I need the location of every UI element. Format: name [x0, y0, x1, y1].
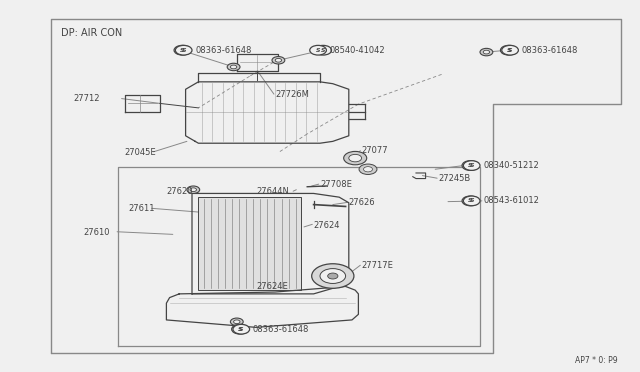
Text: 08363-61648: 08363-61648 [522, 46, 578, 55]
Circle shape [312, 264, 354, 288]
Circle shape [230, 318, 243, 326]
Text: 08340-51212: 08340-51212 [483, 161, 539, 170]
Text: S: S [468, 163, 473, 168]
Circle shape [310, 45, 326, 55]
Text: S: S [468, 198, 473, 203]
Text: 08543-61012: 08543-61012 [483, 196, 539, 205]
Text: DP: AIR CON: DP: AIR CON [61, 29, 122, 38]
Circle shape [275, 58, 282, 62]
Circle shape [230, 65, 237, 69]
Circle shape [463, 196, 480, 206]
Text: 08363-61648: 08363-61648 [253, 325, 309, 334]
Circle shape [502, 45, 518, 55]
Text: 27626: 27626 [349, 198, 376, 207]
Circle shape [232, 324, 248, 334]
Text: S: S [508, 48, 513, 53]
Text: 27717E: 27717E [362, 262, 394, 270]
Circle shape [187, 186, 200, 193]
Circle shape [175, 45, 192, 55]
Circle shape [500, 45, 517, 55]
Text: 27045E: 27045E [125, 148, 156, 157]
Circle shape [480, 48, 493, 56]
Text: 27712: 27712 [74, 94, 100, 103]
Text: S: S [469, 163, 474, 168]
Circle shape [233, 324, 250, 334]
Circle shape [344, 151, 367, 165]
Circle shape [315, 45, 332, 55]
Circle shape [359, 164, 377, 174]
Circle shape [272, 57, 285, 64]
Text: 27726M: 27726M [275, 90, 309, 99]
Text: 27644N: 27644N [256, 187, 289, 196]
Text: 27624: 27624 [314, 221, 340, 230]
Text: S: S [321, 48, 326, 53]
Circle shape [234, 320, 240, 324]
Text: S: S [316, 48, 321, 53]
Circle shape [227, 63, 240, 71]
Text: 08363-61648: 08363-61648 [195, 46, 252, 55]
Text: S: S [469, 198, 474, 203]
Circle shape [483, 50, 490, 54]
Circle shape [328, 273, 338, 279]
Text: 08540-41042: 08540-41042 [330, 46, 385, 55]
Text: 27245B: 27245B [438, 174, 470, 183]
Text: S: S [180, 48, 185, 53]
Text: 27708E: 27708E [320, 180, 352, 189]
Circle shape [462, 196, 479, 206]
Circle shape [174, 45, 191, 55]
Text: 27624E: 27624E [256, 282, 288, 291]
Text: 27620: 27620 [166, 187, 193, 196]
Circle shape [463, 161, 480, 170]
Circle shape [190, 188, 196, 192]
Text: 27077: 27077 [362, 146, 388, 155]
Text: 27610: 27610 [83, 228, 109, 237]
Text: 27611: 27611 [128, 204, 154, 213]
Circle shape [364, 167, 372, 172]
Text: S: S [181, 48, 186, 53]
Circle shape [320, 269, 346, 283]
Circle shape [349, 154, 362, 162]
Circle shape [462, 161, 479, 170]
Text: S: S [239, 327, 244, 332]
Text: AP7 * 0: P9: AP7 * 0: P9 [575, 356, 618, 365]
Text: S: S [506, 48, 511, 53]
Text: S: S [237, 327, 243, 332]
FancyBboxPatch shape [198, 197, 301, 290]
